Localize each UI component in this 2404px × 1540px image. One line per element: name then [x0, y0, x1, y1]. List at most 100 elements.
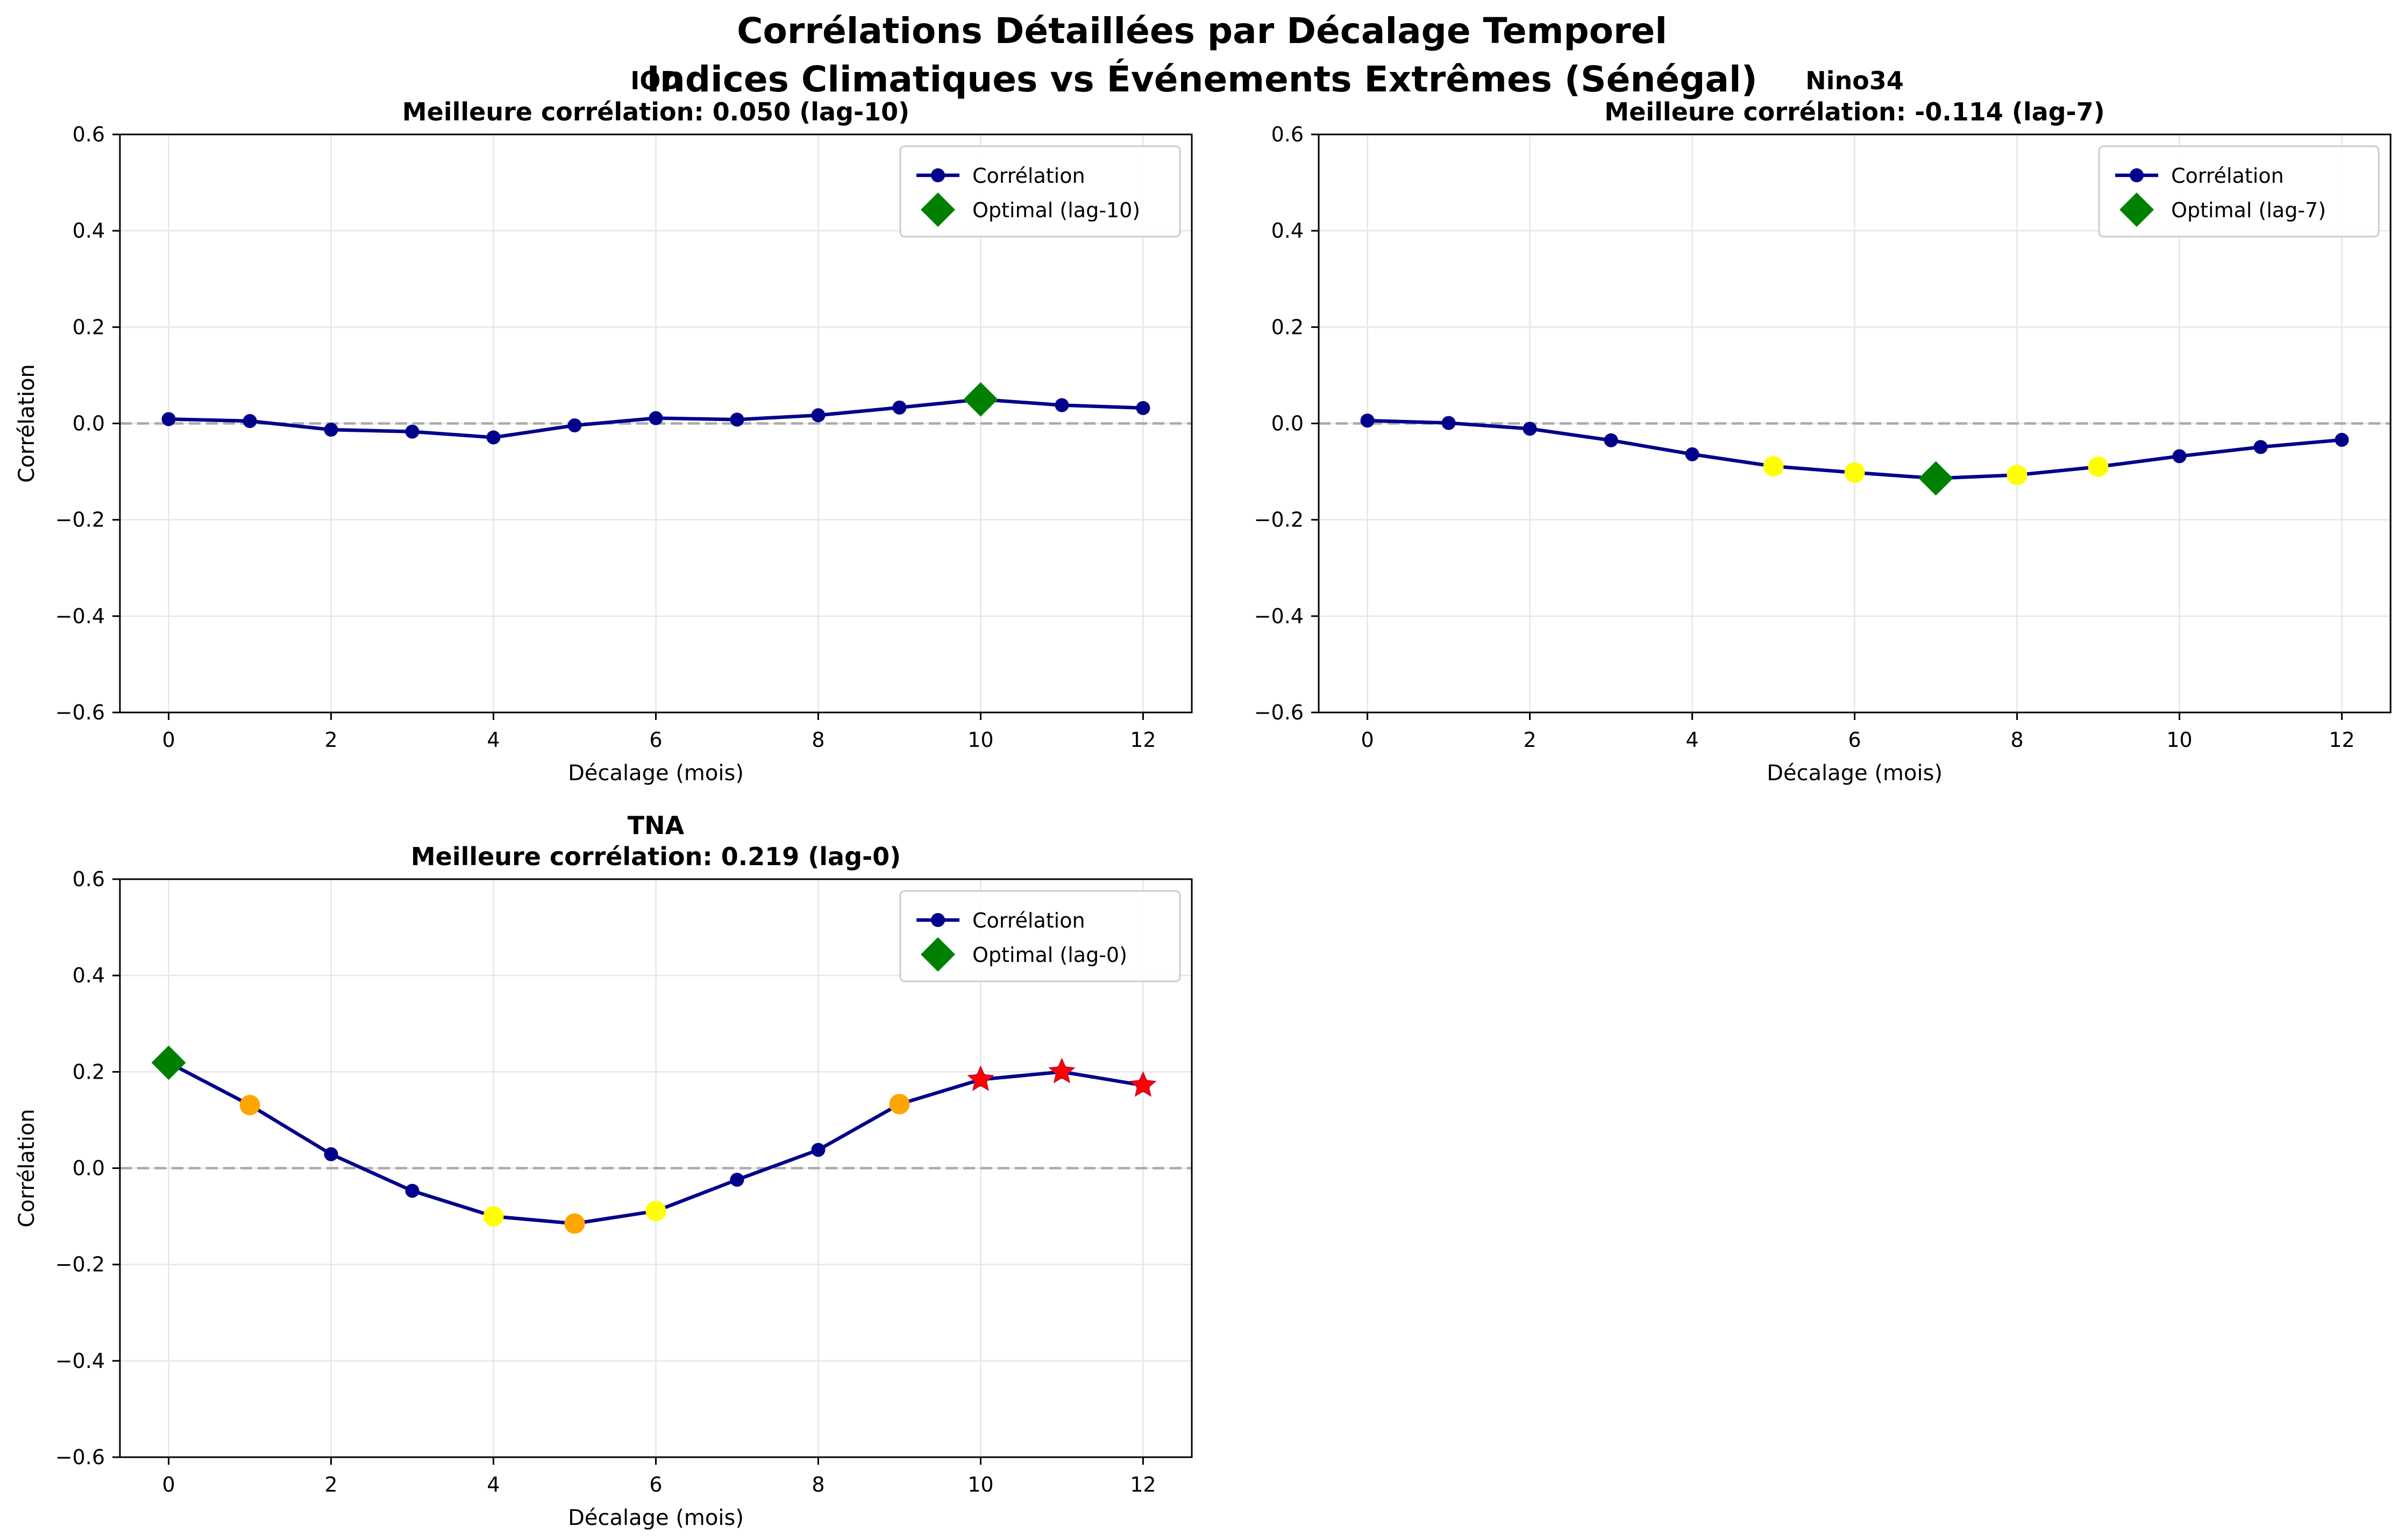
highlight-marker: [889, 1094, 910, 1115]
data-point: [405, 1183, 419, 1198]
panel-title: IOD: [630, 66, 681, 95]
data-point: [730, 412, 744, 427]
x-tick-label: 4: [487, 1473, 500, 1496]
legend: Corrélation Optimal (lag-10): [899, 145, 1181, 238]
x-tick-label: 4: [1685, 728, 1698, 752]
x-tick-label: 8: [812, 728, 824, 752]
data-point: [1136, 401, 1150, 415]
panel-title: TNA: [628, 811, 685, 840]
y-tick-label: 0.4: [1271, 219, 1304, 243]
highlight-marker: [239, 1095, 260, 1116]
x-tick-label: 12: [2329, 728, 2355, 752]
x-tick-label: 0: [1361, 728, 1374, 752]
highlight-star-marker: [1048, 1057, 1076, 1083]
data-point: [161, 412, 176, 426]
y-tick-label: 0.0: [1271, 412, 1304, 436]
x-tick-label: 12: [1130, 728, 1156, 752]
x-tick-label: 6: [1848, 728, 1861, 752]
y-tick-label: 0.0: [73, 412, 105, 436]
x-tick-label: 0: [162, 728, 175, 752]
y-tick-label: 0.2: [73, 1060, 105, 1083]
legend-diamond-swatch: [921, 192, 955, 227]
data-point: [567, 418, 582, 433]
data-point: [649, 411, 663, 425]
panel-subtitle: Meilleure corrélation: 0.050 (lag-10): [402, 97, 909, 126]
legend-marker-swatch: [931, 168, 945, 182]
y-tick-label: 0.6: [73, 123, 105, 146]
legend-marker-swatch: [2130, 168, 2144, 182]
y-tick-label: −0.4: [55, 1349, 105, 1373]
data-point: [1055, 398, 1069, 412]
optimal-diamond-marker: [963, 382, 998, 417]
data-point: [2172, 449, 2187, 464]
legend-label-optimal: Optimal (lag-0): [972, 943, 1127, 967]
legend-label-correlation: Corrélation: [972, 909, 1085, 932]
chart-panel-nino34: 0 2 4 6 8 10 12 −0.6 −0.4 −0.2 0.0 0.2 0.4 0.6 Décalag…: [15, 66, 2392, 786]
data-point: [892, 400, 907, 415]
optimal-diamond-marker: [151, 1045, 186, 1080]
y-axis-label: Corrélation: [15, 1109, 39, 1228]
y-tick-label: 0.4: [73, 964, 105, 987]
figure-title-line2: Indices Climatiques vs Événements Extrêm…: [646, 58, 1757, 100]
y-axis-label: Corrélation: [15, 364, 39, 483]
data-point: [324, 423, 338, 437]
legend-label-optimal: Optimal (lag-7): [2171, 198, 2326, 222]
x-tick-label: 6: [649, 728, 662, 752]
x-tick-label: 8: [2010, 728, 2023, 752]
data-point: [2253, 440, 2268, 454]
highlight-marker: [2007, 465, 2028, 486]
y-tick-label: −0.6: [55, 1445, 105, 1469]
data-point: [1523, 422, 1537, 436]
x-tick-label: 10: [968, 1473, 993, 1496]
y-tick-label: −0.6: [1254, 701, 1304, 724]
legend-diamond-swatch: [921, 937, 955, 972]
x-tick-label: 10: [2166, 728, 2192, 752]
data-point: [405, 424, 419, 439]
highlight-star-marker: [967, 1065, 994, 1092]
highlight-marker: [2088, 457, 2109, 477]
figure-title-line1: Corrélations Détaillées par Décalage Tem…: [737, 10, 1667, 52]
legend-label-correlation: Corrélation: [2171, 164, 2284, 188]
data-point: [486, 430, 501, 445]
data-point: [811, 408, 826, 423]
data-point: [324, 1147, 338, 1161]
x-tick-label: 2: [324, 1473, 337, 1496]
y-tick-label: 0.4: [73, 219, 105, 243]
chart-panel-tna: 0 2 4 6 8 10 12 −0.6 −0.4 −0.2 0.0 0.2 0.4 0.6 Décalag…: [15, 811, 1193, 1530]
legend: Corrélation Optimal (lag-0): [899, 890, 1181, 982]
x-tick-label: 0: [162, 1473, 175, 1496]
y-tick-label: −0.6: [55, 701, 105, 724]
y-axis-label: Corrélation: [15, 364, 39, 483]
x-tick-label: 4: [487, 728, 500, 752]
legend: Corrélation Optimal (lag-7): [2098, 145, 2380, 238]
x-tick-label: 8: [812, 1473, 824, 1496]
x-tick-label: 6: [649, 1473, 662, 1496]
panel-subtitle: Meilleure corrélation: -0.114 (lag-7): [1604, 97, 2104, 126]
x-axis-label: Décalage (mois): [568, 761, 744, 786]
legend-marker-swatch: [931, 913, 945, 927]
optimal-diamond-marker: [1918, 461, 1953, 496]
highlight-star-marker: [1129, 1071, 1157, 1097]
legend-label-correlation: Corrélation: [972, 164, 1085, 188]
x-tick-label: 12: [1130, 1473, 1156, 1496]
legend-diamond-swatch: [2119, 192, 2154, 227]
panels-layer: 0 2 4 6 8 10 12 −0.6 −0.4 −0.2 0.0 0.2 0.4 0.6 Décalag…: [15, 66, 2392, 1530]
data-point: [1604, 433, 1618, 447]
data-point: [2335, 432, 2349, 447]
y-tick-label: −0.2: [1254, 508, 1304, 532]
data-point: [1685, 447, 1699, 461]
y-tick-label: −0.4: [55, 604, 105, 628]
y-tick-label: 0.6: [1271, 123, 1304, 146]
data-point: [811, 1143, 826, 1157]
chart-panel-iod: 0 2 4 6 8 10 12 −0.6 −0.4 −0.2 0.0 0.2 0.4 0.6 Décalag…: [15, 66, 1193, 786]
x-tick-label: 2: [324, 728, 337, 752]
x-tick-label: 2: [1523, 728, 1536, 752]
y-tick-label: −0.4: [1254, 604, 1304, 628]
highlight-marker: [1844, 462, 1865, 483]
highlight-marker: [564, 1213, 585, 1234]
data-point: [730, 1173, 744, 1187]
y-tick-label: −0.2: [55, 1253, 105, 1277]
y-tick-label: −0.2: [55, 508, 105, 532]
data-point: [1441, 416, 1456, 430]
